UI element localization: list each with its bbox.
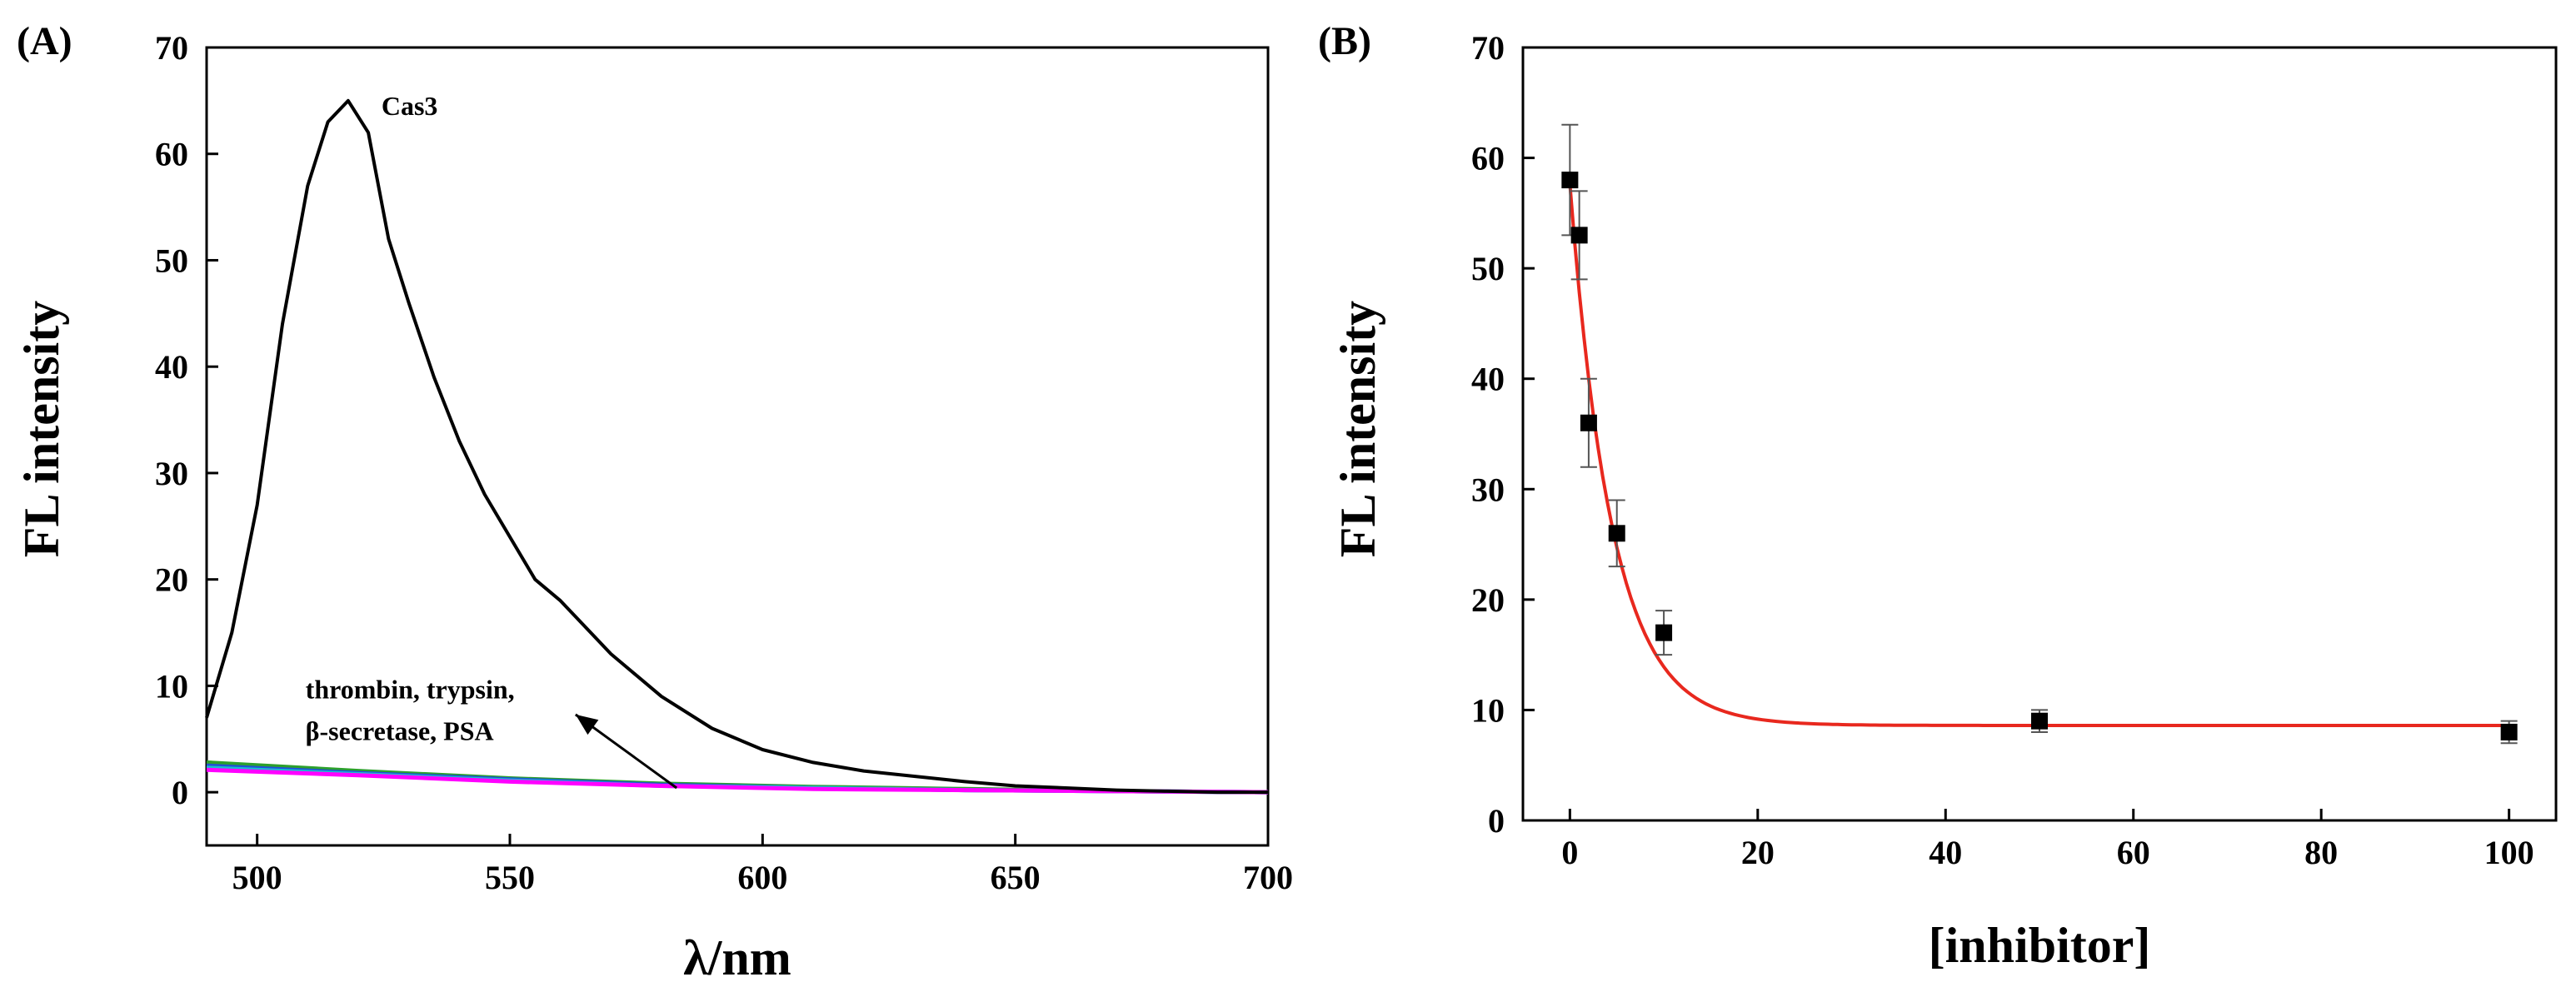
fit-curve <box>1568 184 2509 727</box>
y-tick-label: 40 <box>1471 361 1505 398</box>
y-tick-label: 70 <box>1471 29 1505 67</box>
chart-panel-b: (B) 0 20 40 60 80 100 0 10 20 30 40 50 60 70 [inhibitor… <box>1318 19 2558 973</box>
x-tick-label: 600 <box>737 859 787 896</box>
x-axis-title: [inhibitor] <box>1929 918 2151 973</box>
x-tick-label: 80 <box>2304 834 2338 871</box>
x-tick-label: 700 <box>1243 859 1293 896</box>
y-axis-title: FL intensity <box>14 301 69 557</box>
annotation-line-1: thrombin, trypsin, <box>306 674 515 704</box>
x-axis-title: λ/nm <box>683 930 791 985</box>
data-point <box>1655 624 1673 641</box>
annotation-line-2: β-secretase, PSA <box>306 715 494 745</box>
data-point <box>2031 712 2048 730</box>
y-tick-label: 70 <box>155 29 188 67</box>
y-tick-label: 0 <box>172 774 188 811</box>
x-tick-label: 100 <box>2484 834 2534 871</box>
plot-frame <box>205 46 1270 847</box>
data-point <box>1608 525 1625 542</box>
annotation-arrow-head <box>575 714 599 735</box>
y-tick-label: 10 <box>1471 691 1505 729</box>
data-point <box>2500 723 2518 740</box>
y-tick-label: 30 <box>1471 471 1505 508</box>
y-tick-label: 0 <box>1488 802 1505 840</box>
y-tick-label: 50 <box>155 242 188 279</box>
y-tick-label: 20 <box>1471 581 1505 619</box>
y-tick-label: 20 <box>155 561 188 599</box>
panel-label: (A) <box>17 19 72 63</box>
y-tick-label: 10 <box>155 667 188 705</box>
y-tick-label: 60 <box>1471 140 1505 177</box>
data-point <box>1561 172 1579 189</box>
y-tick-label: 60 <box>155 136 188 173</box>
x-tick-label: 650 <box>991 859 1041 896</box>
series-line-cas3 <box>205 98 1268 795</box>
plot-frame <box>1521 46 2558 822</box>
y-tick-label: 30 <box>155 455 188 492</box>
panel-label: (B) <box>1318 19 1371 63</box>
x-tick-label: 500 <box>232 859 282 896</box>
x-tick-label: 40 <box>1929 834 1962 871</box>
x-tick-label: 550 <box>485 859 535 896</box>
chart-panel-a: (A) 500 550 600 650 700 0 10 20 30 40 50 60 70 λ/nm FL … <box>14 19 1293 985</box>
x-tick-label: 0 <box>1561 834 1578 871</box>
y-tick-label: 40 <box>155 348 188 386</box>
x-tick-label: 60 <box>2117 834 2150 871</box>
y-tick-label: 50 <box>1471 250 1505 287</box>
y-axis-title: FL intensity <box>1330 301 1385 557</box>
data-point <box>1580 414 1597 431</box>
series-line-psa <box>206 767 1269 795</box>
annotation-cas3: Cas3 <box>382 91 438 121</box>
data-point <box>1570 227 1588 244</box>
x-tick-label: 20 <box>1741 834 1775 871</box>
